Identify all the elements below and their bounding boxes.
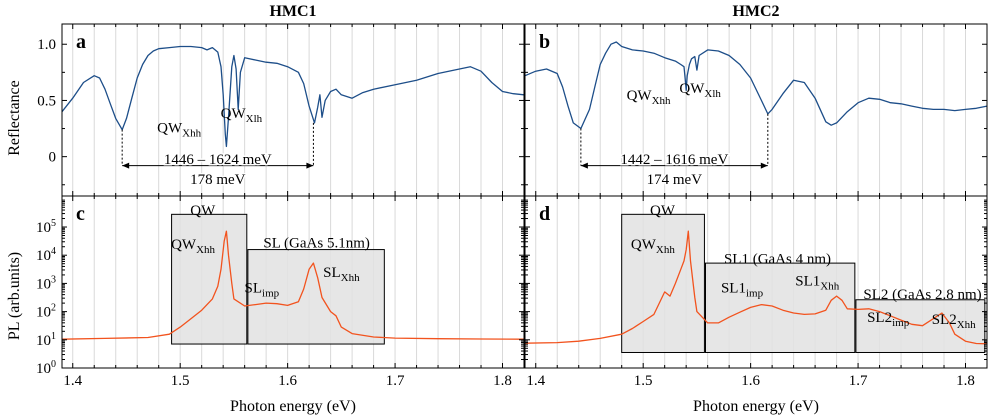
annotation-label: 1442 – 1616 meV xyxy=(620,152,728,168)
title-hmc1: HMC1 xyxy=(269,3,316,20)
arrow-head xyxy=(306,162,314,169)
plot-frame xyxy=(524,23,988,197)
x-tick-label: 1.5 xyxy=(634,373,653,389)
y-tick-label: 105 xyxy=(36,218,56,236)
annotation-label: SL2 (GaAs 2.8 nm) xyxy=(863,287,981,303)
region-box xyxy=(621,213,705,353)
panel-label: a xyxy=(76,31,86,53)
annotation-label: 1446 – 1624 meV xyxy=(164,152,272,168)
x-tick-label: 1.7 xyxy=(849,373,868,389)
reflectance-line xyxy=(524,41,988,130)
annotation-label: QWXhh xyxy=(157,120,201,139)
region-box xyxy=(247,249,385,345)
annotation-label: SLXhh xyxy=(323,265,360,284)
x-tick-label: 1.8 xyxy=(493,373,512,389)
y-tick-label: 100 xyxy=(36,359,56,377)
annotation-label: QWXlh xyxy=(679,81,721,100)
y-tick-label: 101 xyxy=(36,331,56,349)
pl-line xyxy=(61,230,525,340)
annotation-label: 178 meV xyxy=(190,172,246,188)
y-tick-label: 104 xyxy=(36,246,56,264)
plot-frame xyxy=(61,195,525,369)
annotation-label: SL2imp xyxy=(867,310,910,329)
panel-c: QW QWXhh SL (GaAs 5.1nm) SLimp SLXhh c 1.4 1.5 1… xyxy=(36,195,525,389)
annotation-label: SLimp xyxy=(245,281,280,300)
plot-frame xyxy=(524,195,988,369)
title-hmc2: HMC2 xyxy=(732,3,779,20)
annotation-label: QWXhh xyxy=(171,237,215,256)
region-box xyxy=(171,213,248,345)
y-tick-label: 0.5 xyxy=(37,93,56,109)
annotation-label: QWXlh xyxy=(221,106,263,125)
x-tick-label: 1.5 xyxy=(171,373,190,389)
panel-label: b xyxy=(539,31,550,53)
annotation-label: SL2Xhh xyxy=(932,312,976,331)
x-tick-label: 1.8 xyxy=(956,373,975,389)
x-tick-label: 1.4 xyxy=(526,373,545,389)
xlabel-right: Photon energy (eV) xyxy=(693,398,819,415)
panel-b: QWXhh QWXlh 1442 – 1616 meV 174 meV b xyxy=(524,23,988,197)
panel-d: QW QWXhh SL1 (GaAs 4 nm) SL1imp SL1Xhh SL2 (G… xyxy=(524,195,988,389)
y-tick-label: 1.0 xyxy=(37,37,56,53)
region-box xyxy=(705,262,856,353)
y-tick-label: 103 xyxy=(36,274,56,292)
ylabel-pl: PL (arb.units) xyxy=(6,252,23,340)
annotation-label: QW xyxy=(650,203,676,219)
reflectance-line xyxy=(61,45,525,148)
arrow-head xyxy=(760,162,768,169)
xlabel-left: Photon energy (eV) xyxy=(230,398,356,415)
arrow-head xyxy=(580,162,588,169)
y-tick-label: 0 xyxy=(49,150,57,166)
x-tick-label: 1.6 xyxy=(741,373,760,389)
panel-label: d xyxy=(539,203,550,225)
plot-frame xyxy=(61,23,525,197)
annotation-label: QWXhh xyxy=(631,237,675,256)
x-tick-label: 1.7 xyxy=(386,373,405,389)
y-tick-label: 102 xyxy=(36,303,56,321)
annotation-label: SL1 (GaAs 4 nm) xyxy=(724,252,831,268)
x-tick-label: 1.6 xyxy=(278,373,297,389)
panel-label: c xyxy=(76,203,85,225)
annotation-label: QW xyxy=(190,203,216,219)
annotation-label: QWXhh xyxy=(627,88,671,107)
annotation-label: SL (GaAs 5.1nm) xyxy=(263,236,370,252)
annotation-label: SL1Xhh xyxy=(795,274,839,293)
region-box xyxy=(855,299,986,353)
ylabel-reflectance: Reflectance xyxy=(6,80,23,156)
pl-line xyxy=(524,230,988,345)
annotation-label: SL1imp xyxy=(721,281,764,300)
panel-a: QWXhh QWXlh 1446 – 1624 meV 178 meV a 1.0 0.5 0 xyxy=(37,23,525,197)
arrow-head xyxy=(122,162,130,169)
x-tick-label: 1.4 xyxy=(63,373,82,389)
annotation-label: 174 meV xyxy=(647,172,703,188)
